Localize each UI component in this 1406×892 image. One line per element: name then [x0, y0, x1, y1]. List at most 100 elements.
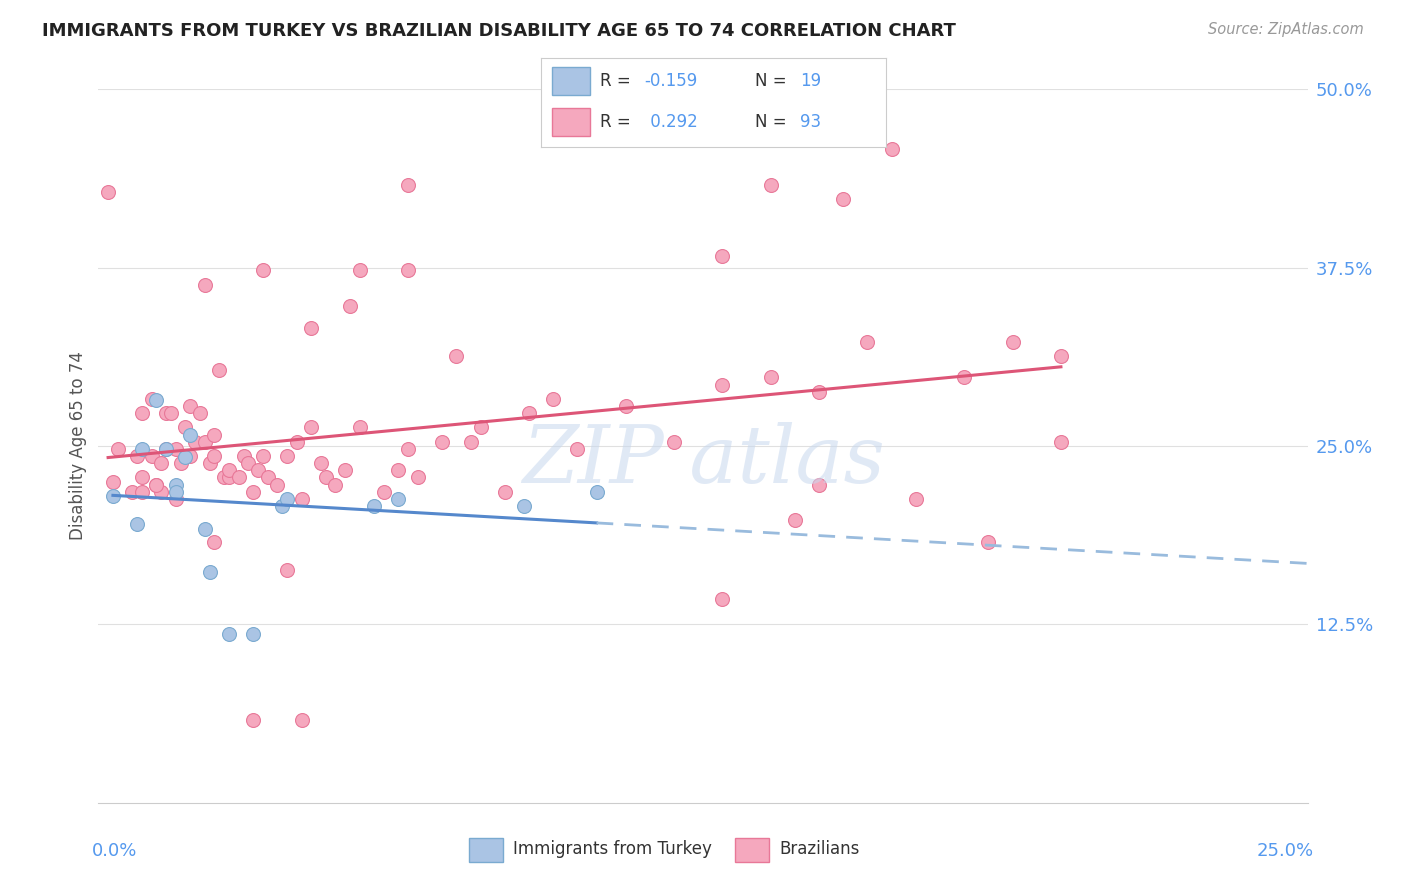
- Text: 0.292: 0.292: [645, 112, 697, 131]
- Point: [141, 392, 163, 406]
- Point: [299, 420, 322, 434]
- Point: [174, 450, 197, 465]
- Point: [541, 392, 564, 406]
- Point: [339, 299, 361, 313]
- Point: [198, 565, 221, 579]
- Text: N =: N =: [755, 71, 792, 90]
- Point: [1050, 434, 1073, 449]
- Bar: [470, 838, 503, 862]
- Point: [228, 470, 250, 484]
- Point: [315, 470, 337, 484]
- Point: [101, 489, 124, 503]
- Point: [204, 427, 226, 442]
- Text: Source: ZipAtlas.com: Source: ZipAtlas.com: [1208, 22, 1364, 37]
- Point: [204, 534, 226, 549]
- Point: [759, 178, 782, 192]
- Point: [953, 370, 976, 384]
- Point: [127, 449, 149, 463]
- Point: [460, 434, 482, 449]
- Point: [252, 263, 274, 277]
- Point: [446, 349, 468, 363]
- Text: R =: R =: [600, 112, 636, 131]
- Point: [150, 456, 173, 470]
- Text: 19: 19: [800, 71, 821, 90]
- Point: [309, 456, 332, 470]
- Point: [333, 463, 356, 477]
- Point: [396, 263, 419, 277]
- Point: [430, 434, 453, 449]
- Point: [238, 456, 260, 470]
- Point: [107, 442, 129, 456]
- Point: [904, 491, 927, 506]
- Text: -0.159: -0.159: [645, 71, 697, 90]
- Point: [101, 475, 124, 489]
- Point: [131, 470, 153, 484]
- Text: 93: 93: [800, 112, 821, 131]
- Y-axis label: Disability Age 65 to 74: Disability Age 65 to 74: [69, 351, 87, 541]
- Point: [252, 449, 274, 463]
- Point: [711, 377, 734, 392]
- Point: [165, 442, 187, 456]
- Text: IMMIGRANTS FROM TURKEY VS BRAZILIAN DISABILITY AGE 65 TO 74 CORRELATION CHART: IMMIGRANTS FROM TURKEY VS BRAZILIAN DISA…: [42, 22, 956, 40]
- Point: [145, 477, 167, 491]
- Point: [711, 591, 734, 606]
- Point: [759, 370, 782, 384]
- Point: [808, 477, 831, 491]
- Point: [127, 517, 149, 532]
- Point: [179, 399, 201, 413]
- Point: [349, 263, 371, 277]
- Point: [783, 513, 806, 527]
- Text: Brazilians: Brazilians: [779, 840, 859, 858]
- Point: [363, 499, 385, 513]
- Point: [150, 484, 173, 499]
- Point: [232, 449, 254, 463]
- Point: [406, 470, 429, 484]
- Point: [242, 627, 264, 641]
- Point: [141, 449, 163, 463]
- Point: [145, 393, 167, 408]
- Point: [276, 449, 298, 463]
- Point: [198, 456, 221, 470]
- Point: [349, 420, 371, 434]
- Point: [165, 491, 187, 506]
- Point: [208, 363, 231, 377]
- Text: Immigrants from Turkey: Immigrants from Turkey: [513, 840, 711, 858]
- Point: [155, 406, 177, 420]
- Point: [494, 484, 516, 499]
- Point: [266, 477, 288, 491]
- Point: [145, 477, 167, 491]
- Point: [184, 434, 207, 449]
- Point: [256, 470, 278, 484]
- Point: [218, 463, 240, 477]
- Point: [977, 534, 1000, 549]
- Point: [808, 384, 831, 399]
- Point: [832, 192, 855, 206]
- Point: [121, 484, 143, 499]
- Point: [325, 477, 347, 491]
- Point: [396, 442, 419, 456]
- Point: [276, 563, 298, 577]
- Point: [212, 470, 235, 484]
- Point: [247, 463, 270, 477]
- Point: [373, 484, 395, 499]
- Point: [160, 406, 183, 420]
- Point: [204, 449, 226, 463]
- Point: [290, 713, 312, 727]
- Point: [155, 442, 177, 456]
- Bar: [551, 67, 589, 95]
- Point: [242, 713, 264, 727]
- Point: [179, 449, 201, 463]
- Point: [131, 484, 153, 499]
- Point: [131, 406, 153, 420]
- Point: [290, 491, 312, 506]
- Point: [194, 434, 217, 449]
- Point: [513, 499, 536, 513]
- Point: [194, 522, 217, 536]
- Bar: [734, 838, 769, 862]
- Point: [1050, 349, 1073, 363]
- Point: [567, 442, 589, 456]
- Point: [218, 627, 240, 641]
- Point: [271, 499, 294, 513]
- Point: [880, 142, 903, 156]
- Text: R =: R =: [600, 71, 636, 90]
